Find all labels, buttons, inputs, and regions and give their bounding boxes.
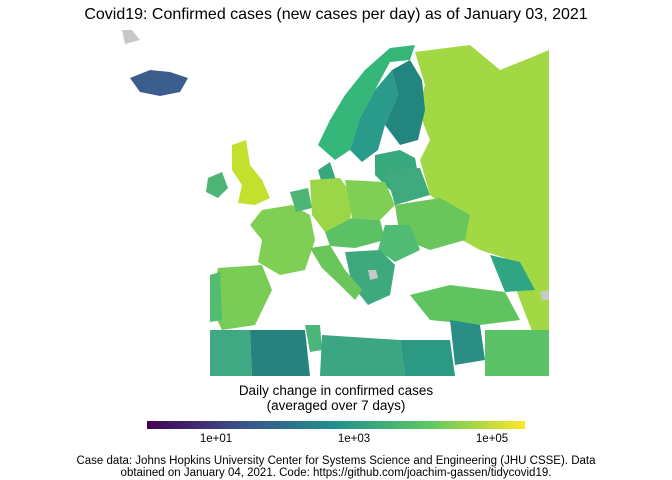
legend-tick-label: 1e+01 [199, 433, 233, 445]
region-ireland [206, 172, 228, 198]
region-benelux [290, 188, 312, 212]
legend-tick-label: 1e+03 [337, 433, 371, 445]
chart-title: Covid19: Confirmed cases (new cases per … [84, 6, 588, 23]
region-egypt [400, 340, 455, 376]
caption-line1: Case data: Johns Hopkins University Cent… [76, 455, 596, 467]
region-sweden [350, 70, 398, 162]
region-germany [310, 178, 352, 232]
region-portugal [210, 272, 222, 322]
caption-line2: obtained on January 04, 2021. Code: http… [120, 467, 552, 479]
caption: Case data: Johns Hopkins University Cent… [0, 455, 672, 479]
region-saudi [485, 330, 549, 376]
legend-title-line1: Daily change in confirmed cases [238, 383, 434, 398]
region-norway [318, 45, 415, 160]
legend-title-line2: (averaged over 7 days) [266, 398, 406, 413]
region-spain [210, 265, 272, 330]
region-iceland [130, 70, 188, 96]
region-france [250, 205, 315, 275]
region-romania [378, 225, 420, 262]
region-turkey [410, 285, 520, 325]
region-no-data-east [540, 290, 549, 300]
region-middle-east [450, 320, 485, 365]
region-libya [320, 335, 405, 376]
region-belarus [385, 168, 430, 205]
region-uk [232, 140, 270, 205]
region-algeria [250, 330, 310, 376]
region-central-europe [325, 218, 385, 248]
region-finland [385, 60, 425, 145]
region-tunisia [305, 325, 322, 352]
region-russia [415, 45, 549, 375]
region-morocco [210, 330, 252, 376]
region-no-data-kosovo [368, 270, 378, 280]
legend-color-bar [147, 421, 525, 429]
region-no-data-greenland [122, 30, 140, 44]
region-caucasus [490, 255, 535, 292]
legend-tick-label: 1e+05 [475, 433, 509, 445]
region-italy [310, 245, 362, 300]
legend-title: Daily change in confirmed cases (average… [186, 383, 486, 413]
region-denmark [318, 162, 336, 184]
region-poland [345, 180, 395, 220]
